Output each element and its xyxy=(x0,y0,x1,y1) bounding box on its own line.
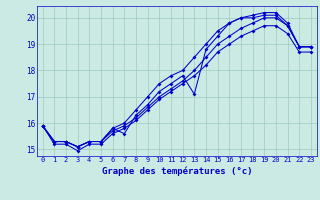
X-axis label: Graphe des températures (°c): Graphe des températures (°c) xyxy=(101,166,252,176)
